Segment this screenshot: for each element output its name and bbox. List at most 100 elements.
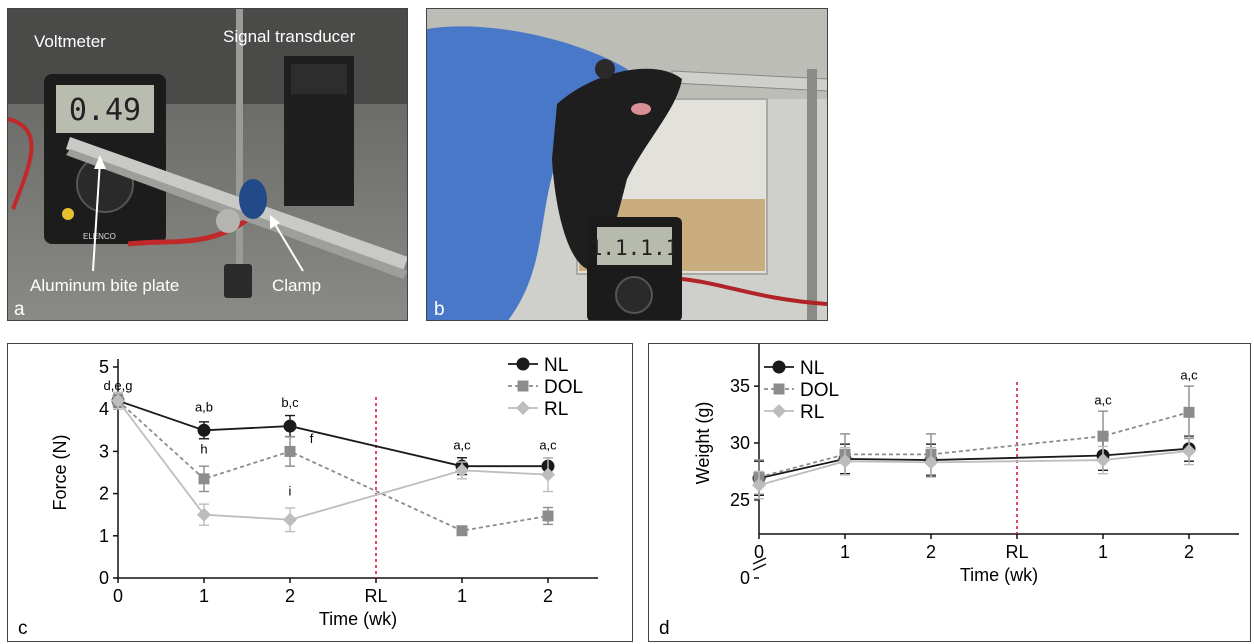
data-point-dol xyxy=(1097,430,1109,442)
data-point-dol xyxy=(456,525,468,537)
legend-entry-dol: DOL xyxy=(800,380,839,401)
y-tick-label: 30 xyxy=(730,433,750,453)
voltmeter-reading: 0.49 xyxy=(69,93,141,128)
voltmeter-reading: 1.1.1.1 xyxy=(590,236,679,260)
axis-break-mark xyxy=(752,563,767,571)
significance-annotation: h xyxy=(200,442,207,457)
weight-chart-svg: 0 25 30 35 0 1 2 RL 1 2 Time (wk) Weight (g) a,c a,c N… xyxy=(659,344,1239,639)
data-point-rl xyxy=(1096,453,1110,468)
y-tick-label: 2 xyxy=(99,484,109,504)
force-chart-svg: 0 1 2 3 4 5 0 1 2 RL 1 2 Time (wk) Force (N) d,e,g a,b h… xyxy=(18,355,598,639)
panel-c-chart: 0 1 2 3 4 5 0 1 2 RL 1 2 Time (wk) Force (N) d,e,g a,b h… xyxy=(7,343,633,642)
data-point-dol xyxy=(1183,406,1195,418)
y-tick-label: 25 xyxy=(730,490,750,510)
significance-annotation: i xyxy=(289,484,292,499)
series-line-nl xyxy=(117,399,548,468)
series-nl xyxy=(111,393,555,476)
panel-a-illustration: 0.49 ELENCO Voltmeter Signal transducer … xyxy=(8,9,407,320)
significance-annotation: d,e,g xyxy=(104,378,133,393)
significance-annotation: a,c xyxy=(1094,392,1112,407)
data-point-nl xyxy=(283,419,297,433)
legend-entry-rl: RL xyxy=(800,402,824,423)
legend-entry-dol: DOL xyxy=(544,377,583,398)
panel-letter-b: b xyxy=(434,299,445,320)
x-tick-label: 1 xyxy=(457,586,467,606)
data-point-rl xyxy=(283,512,297,527)
panel-letter-a: a xyxy=(14,299,25,320)
y-axis-label: Force (N) xyxy=(50,435,70,511)
stand-rod xyxy=(236,9,243,279)
legend-marker-rl xyxy=(772,404,786,418)
x-tick-label: 2 xyxy=(926,542,936,562)
legend-entry-rl: RL xyxy=(544,399,568,420)
voltmeter-display xyxy=(56,85,154,133)
legend-marker-rl xyxy=(516,401,530,415)
panel-d-chart: 0 25 30 35 0 1 2 RL 1 2 Time (wk) Weight (g) a,c a,c N… xyxy=(648,343,1251,642)
panel-b-photo: 1.1.1.1 b xyxy=(426,8,828,321)
x-tick-label: 1 xyxy=(840,542,850,562)
data-point-rl xyxy=(752,478,766,493)
series-line-dol xyxy=(758,411,1190,478)
arrow-bite-plate xyxy=(92,160,101,272)
x-tick-label: 1 xyxy=(1098,542,1108,562)
label-bite-plate: Aluminum bite plate xyxy=(30,276,179,295)
data-point-dol xyxy=(198,473,210,485)
mouse xyxy=(552,68,682,269)
x-tick-label: 0 xyxy=(113,586,123,606)
series-rl xyxy=(111,391,555,533)
legend-entry-nl: NL xyxy=(800,358,824,379)
x-tick-label: 1 xyxy=(199,586,209,606)
label-signal-transducer: Signal transducer xyxy=(223,27,356,46)
data-point-nl xyxy=(197,423,211,437)
significance-annotation: a,b xyxy=(195,399,213,414)
x-tick-label: RL xyxy=(364,586,387,606)
data-point-dol xyxy=(542,510,554,522)
legend-marker-dol xyxy=(773,383,785,395)
y-tick-label: 35 xyxy=(730,376,750,396)
legend-marker-dol xyxy=(517,380,529,392)
arrow-clamp xyxy=(272,220,304,272)
label-voltmeter: Voltmeter xyxy=(34,32,106,51)
label-clamp: Clamp xyxy=(272,276,321,295)
significance-annotation: f xyxy=(310,431,314,446)
data-point-rl xyxy=(541,467,555,482)
legend-marker-nl xyxy=(516,357,530,371)
y-tick-label: 1 xyxy=(99,526,109,546)
data-point-rl xyxy=(838,454,852,469)
series-line-rl xyxy=(758,450,1190,486)
x-tick-label: 2 xyxy=(285,586,295,606)
stand-base xyxy=(224,264,252,298)
bite-plate-arm xyxy=(66,137,407,271)
panel-letter-d: d xyxy=(659,618,670,639)
significance-annotation: a,c xyxy=(1180,367,1198,382)
significance-annotation: a,c xyxy=(453,437,471,452)
data-point-rl xyxy=(1182,443,1196,458)
x-axis-label: Time (wk) xyxy=(319,609,397,629)
significance-annotation: b,c xyxy=(281,395,299,410)
y-tick-label: 5 xyxy=(99,357,109,377)
x-tick-label: RL xyxy=(1005,542,1028,562)
axis-break-mark xyxy=(752,557,767,565)
legend-marker-nl xyxy=(772,360,786,374)
data-point-rl xyxy=(111,393,125,408)
x-axis-label: Time (wk) xyxy=(960,565,1038,585)
series-nl xyxy=(752,435,1196,497)
data-point-rl xyxy=(455,463,469,478)
series-rl xyxy=(752,436,1196,500)
panel-b-illustration: 1.1.1.1 b xyxy=(427,9,827,320)
y-tick-label: 4 xyxy=(99,399,109,419)
clamp xyxy=(239,179,267,219)
x-tick-label: 2 xyxy=(543,586,553,606)
y-tick-label: 3 xyxy=(99,441,109,461)
y-axis-label: Weight (g) xyxy=(693,402,713,485)
panel-letter-c: c xyxy=(18,618,28,639)
x-tick-label: 0 xyxy=(754,542,764,562)
y-tick-label: 0 xyxy=(740,568,750,588)
voltmeter-brand: ELENCO xyxy=(83,232,116,241)
significance-annotation: a,c xyxy=(539,437,557,452)
y-tick-label: 0 xyxy=(99,568,109,588)
data-point-rl xyxy=(197,507,211,522)
legend-entry-nl: NL xyxy=(544,355,568,376)
series-line-nl xyxy=(758,447,1190,480)
data-point-dol xyxy=(284,445,296,457)
